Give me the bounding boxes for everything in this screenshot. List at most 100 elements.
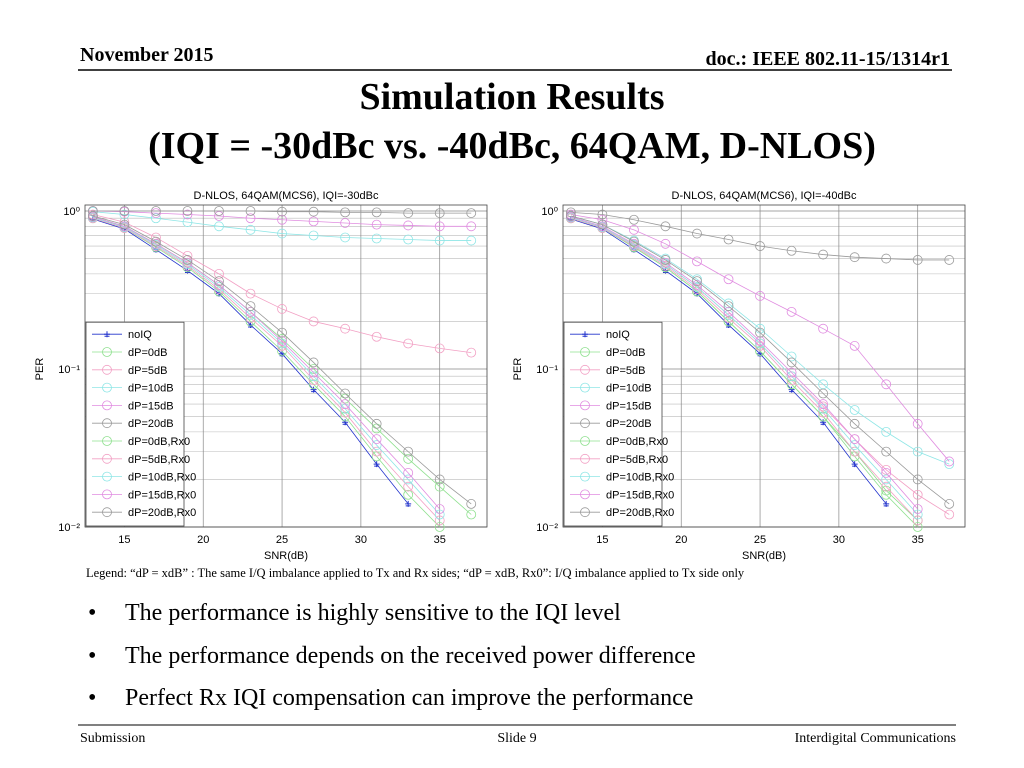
footer-center: Slide 9	[497, 731, 536, 746]
data-point	[308, 375, 319, 386]
data-point	[151, 208, 161, 218]
data-point	[102, 418, 112, 429]
data-point	[151, 213, 161, 224]
data-point	[403, 446, 414, 457]
legend-label: dP=10dB,Rx0	[128, 472, 196, 484]
data-point	[818, 407, 829, 418]
data-point	[277, 338, 287, 349]
data-point	[403, 474, 414, 485]
data-point	[214, 268, 224, 279]
data-point	[580, 471, 590, 482]
plot-frame	[84, 204, 488, 528]
data-point	[102, 489, 112, 500]
data-point	[723, 313, 734, 323]
data-point	[102, 471, 112, 482]
legend: noIQ dP=0dB dP=5dB dP=10dB dP=15dB dP=20dB dP=…	[563, 321, 674, 527]
data-point	[849, 405, 860, 415]
footer-right: Interdigital Communications	[795, 731, 956, 746]
plus-marker	[104, 331, 110, 338]
series-line	[570, 211, 950, 261]
x-tick-label: 30	[355, 534, 367, 546]
data-point	[277, 206, 287, 217]
data-point	[245, 316, 256, 327]
data-point	[87, 211, 98, 221]
data-point	[912, 504, 923, 514]
data-point	[373, 461, 380, 468]
data-point	[340, 399, 351, 409]
data-point	[182, 255, 193, 265]
data-point	[818, 323, 829, 334]
data-point	[182, 206, 193, 216]
data-point	[119, 209, 130, 220]
data-point	[340, 323, 351, 334]
data-point	[580, 400, 590, 411]
series-line	[570, 217, 918, 521]
data-point	[102, 436, 112, 446]
series-line	[570, 217, 918, 528]
x-axis-label: SNR(dB)	[742, 550, 786, 562]
data-point	[340, 393, 351, 404]
legend-label: dP=15dB,Rx0	[606, 489, 674, 501]
data-point	[849, 446, 860, 457]
series-line	[570, 217, 919, 515]
data-point	[692, 276, 702, 287]
data-point	[786, 371, 797, 382]
bullet-dot: •	[88, 643, 96, 669]
data-point	[308, 216, 319, 227]
data-point	[434, 343, 445, 354]
data-point	[245, 213, 256, 224]
data-point	[371, 233, 382, 244]
data-point	[881, 467, 892, 478]
data-point	[849, 252, 860, 263]
data-point	[881, 489, 892, 500]
data-point	[405, 500, 412, 507]
data-point	[245, 301, 256, 312]
data-point	[881, 474, 892, 485]
data-point	[818, 401, 829, 412]
data-point	[151, 236, 161, 247]
data-point	[403, 481, 414, 492]
y-axis-label: PER	[512, 358, 524, 381]
data-point	[245, 306, 256, 317]
y-tick-label: 10⁰	[541, 206, 558, 218]
chart-title: D-NLOS, 64QAM(MCS6), IQI=-30dBc	[194, 190, 379, 202]
data-point	[87, 206, 98, 216]
data-point	[308, 230, 319, 241]
plus-marker	[405, 500, 412, 507]
x-tick-label: 35	[434, 534, 446, 546]
data-point	[310, 386, 317, 393]
bullet: The performance depends on the received …	[125, 643, 696, 669]
data-point	[403, 208, 414, 218]
x-tick-label: 20	[197, 534, 209, 546]
data-point	[629, 236, 639, 247]
data-point	[466, 499, 477, 509]
data-point	[403, 453, 414, 464]
data-point	[723, 316, 734, 327]
series-line	[92, 217, 441, 515]
series-line	[92, 215, 472, 505]
legend-label: noIQ	[606, 329, 630, 341]
legend-label: dP=5dB	[606, 365, 645, 377]
data-point	[660, 255, 671, 265]
legend-label: dP=20dB	[128, 418, 174, 430]
data-point	[340, 218, 351, 228]
data-point	[881, 464, 892, 475]
y-tick-label: 10⁰	[63, 206, 80, 218]
data-point	[849, 418, 860, 429]
data-point	[371, 434, 382, 445]
plus-marker	[310, 386, 317, 393]
data-point	[182, 217, 193, 228]
series-line	[92, 216, 441, 510]
data-point	[629, 214, 639, 225]
slide-subtitle: (IQI = -30dBc vs. -40dBc, 64QAM, D-NLOS)	[148, 125, 876, 167]
legend-label: dP=5dB,Rx0	[128, 454, 190, 466]
data-point	[403, 338, 414, 349]
data-point	[119, 219, 130, 230]
legend-label: dP=15dB	[606, 400, 652, 412]
data-point	[580, 453, 590, 464]
data-point	[308, 367, 319, 378]
data-point	[944, 255, 955, 265]
x-tick-label: 25	[276, 534, 288, 546]
data-point	[881, 446, 892, 457]
